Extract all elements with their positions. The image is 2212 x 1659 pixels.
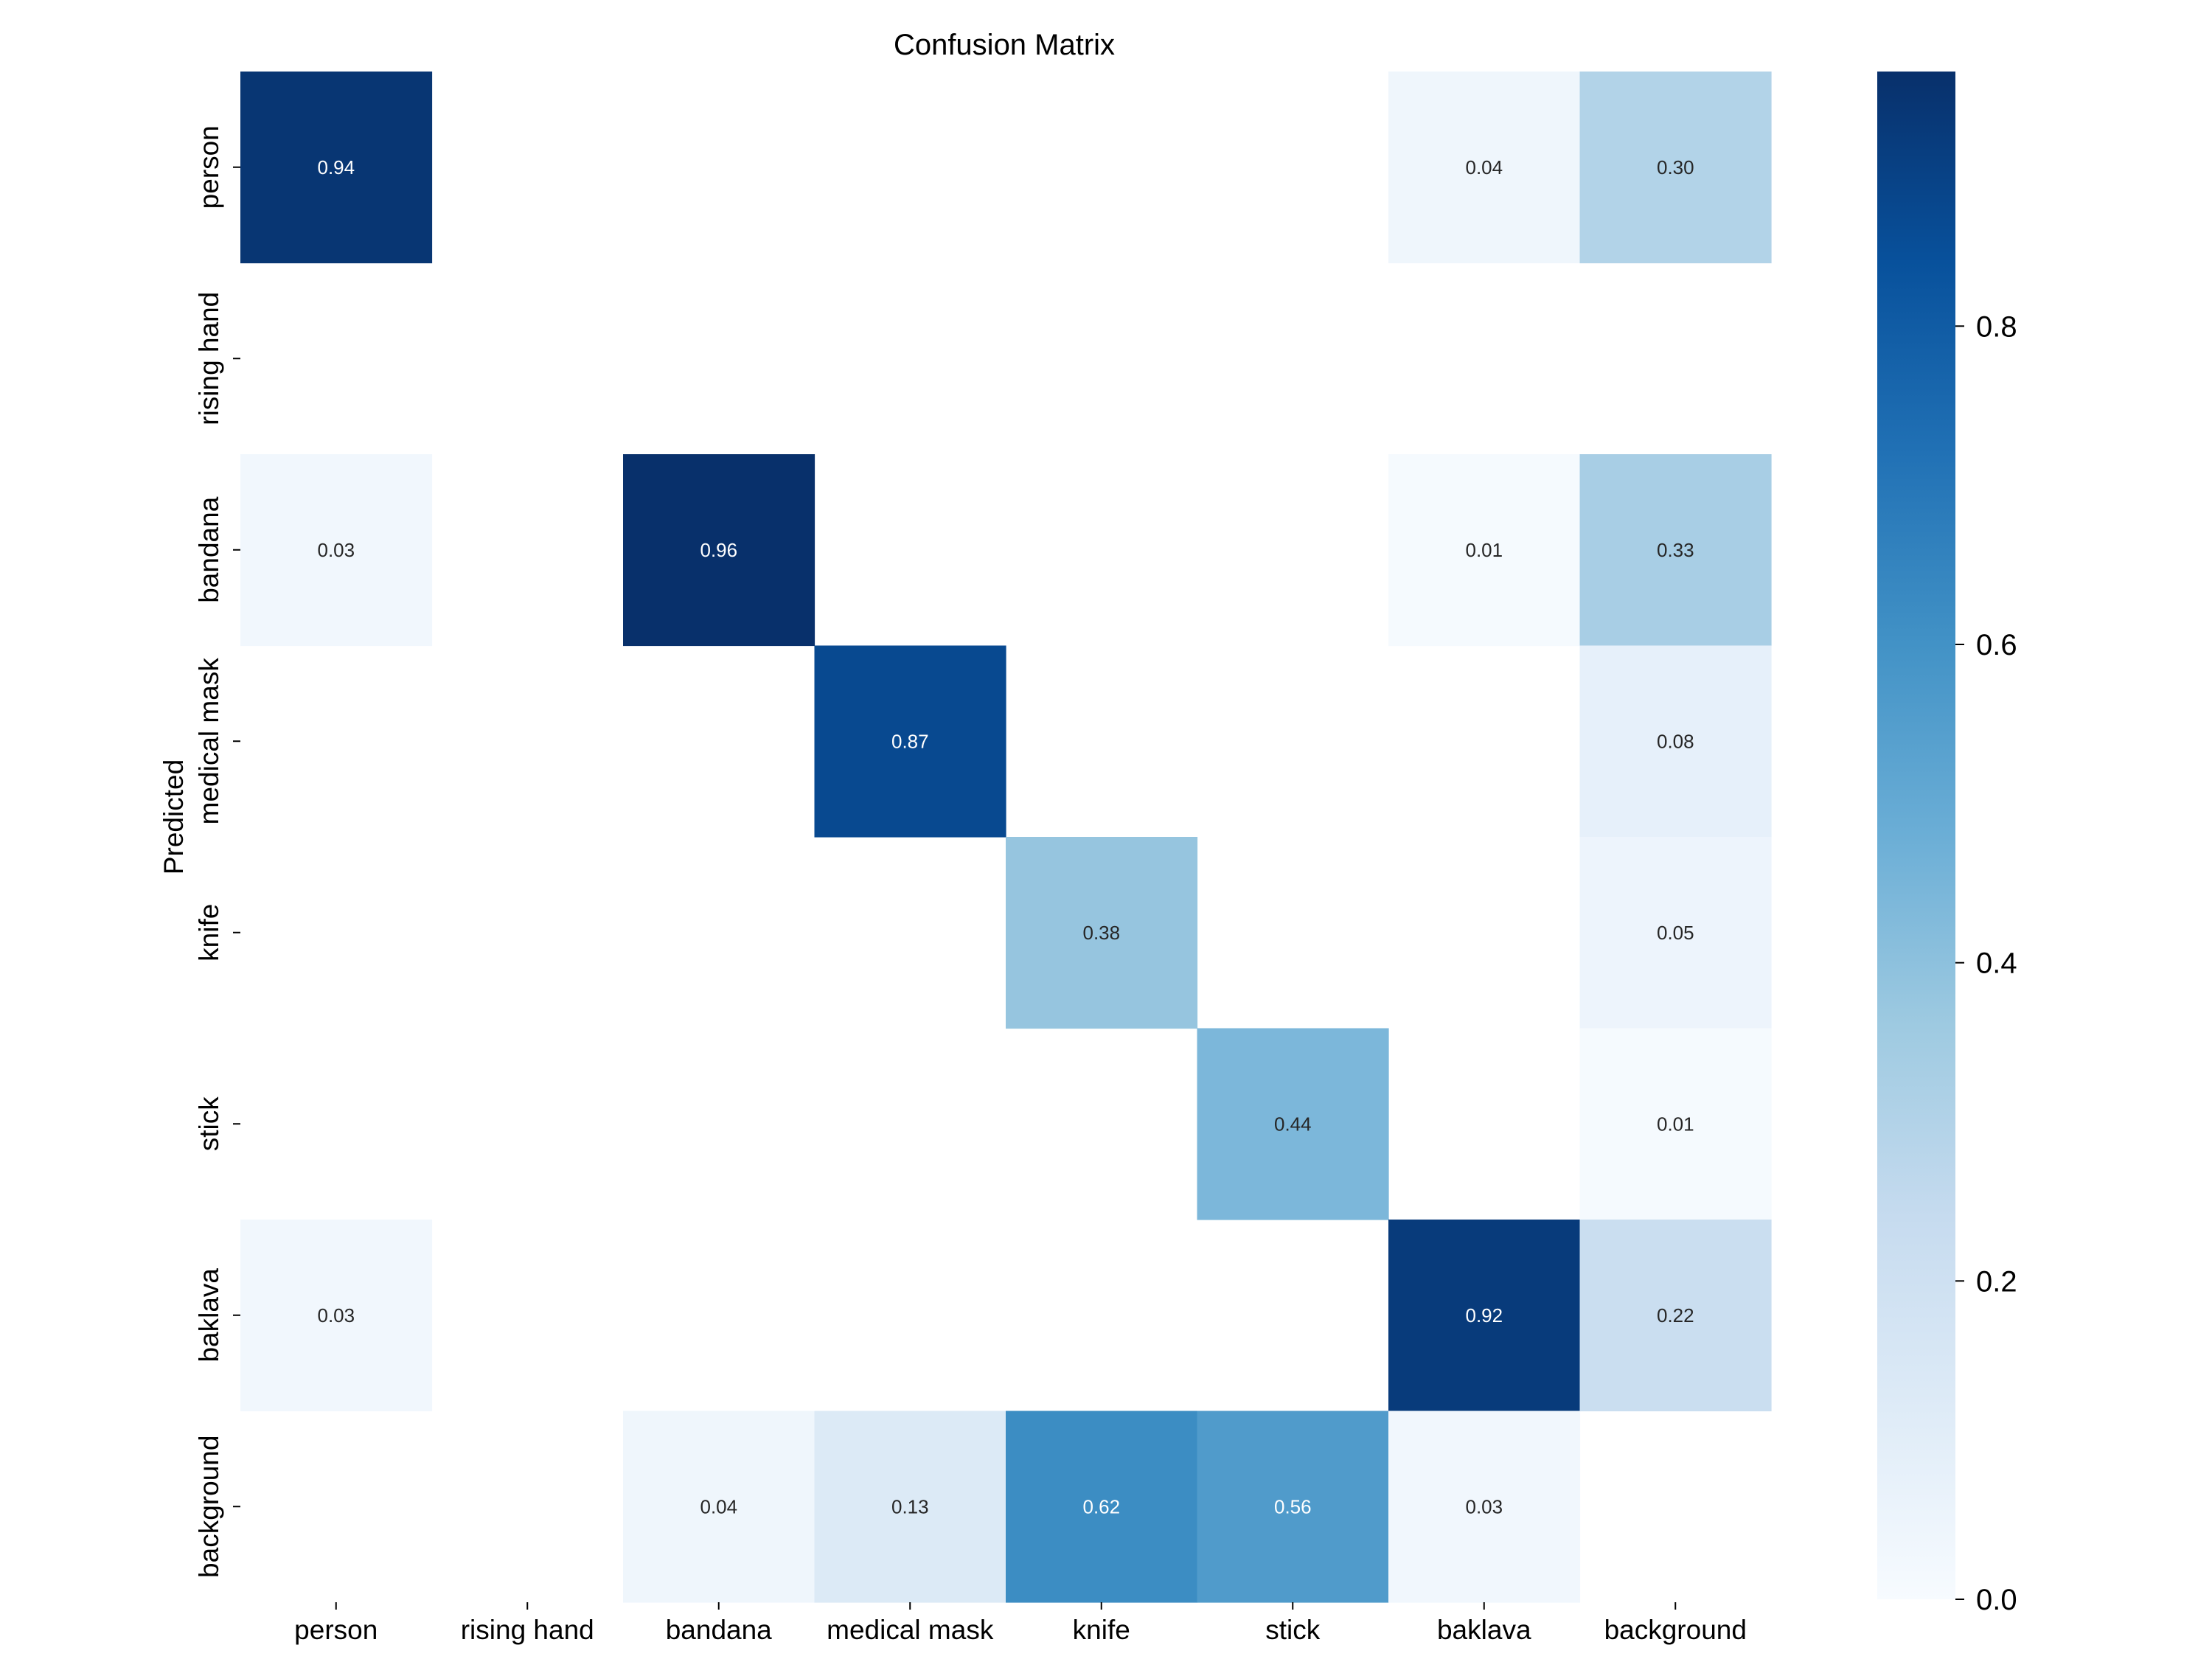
y-tick-label: knife xyxy=(194,904,224,961)
cell-value-label: 0.87 xyxy=(891,730,929,752)
y-tick-label: stick xyxy=(194,1096,224,1152)
cell-value-label: 0.96 xyxy=(700,539,737,561)
colorbar-ticks: 0.0 0.2 0.4 0.6 0.8 xyxy=(1955,310,2017,1616)
heatmap-cell xyxy=(1006,837,1198,1029)
x-tick-label: stick xyxy=(1265,1615,1321,1645)
heatmap-cell xyxy=(240,72,433,264)
cell-value-label: 0.04 xyxy=(700,1495,737,1517)
cell-value-label: 0.03 xyxy=(1465,1495,1503,1517)
heatmap-cell xyxy=(1388,454,1581,647)
x-axis-ticks: person rising hand bandana medical mask knif… xyxy=(294,1602,1747,1645)
heatmap-cell xyxy=(1197,1028,1389,1220)
heatmap-cell-labels: 0.94 0.04 0.30 0.03 0.96 0.01 0.33 0.87 0.08 0.38… xyxy=(317,156,1694,1518)
y-axis-ticks: person rising hand bandana medical mask knif… xyxy=(194,125,240,1578)
colorbar-tick-label: 0.4 xyxy=(1976,947,2017,980)
y-tick-label: rising hand xyxy=(194,292,224,425)
cell-value-label: 0.94 xyxy=(317,156,355,178)
heatmap-cell xyxy=(240,1220,433,1412)
heatmap-cell xyxy=(1579,72,1772,264)
y-tick-label: background xyxy=(194,1436,224,1578)
heatmap-cell xyxy=(1579,645,1772,838)
heatmap-cell xyxy=(1388,72,1581,264)
heatmap-cell xyxy=(1388,1411,1581,1603)
heatmap-cell xyxy=(814,1411,1006,1603)
x-tick-label: background xyxy=(1604,1615,1747,1645)
cell-value-label: 0.38 xyxy=(1082,922,1120,944)
cell-value-label: 0.04 xyxy=(1465,156,1503,178)
heatmap-cell xyxy=(1197,1411,1389,1603)
cell-value-label: 0.05 xyxy=(1657,922,1694,944)
cell-value-label: 0.01 xyxy=(1465,539,1503,561)
chart-title: Confusion Matrix xyxy=(894,29,1115,61)
cell-value-label: 0.92 xyxy=(1465,1304,1503,1326)
x-tick-label: bandana xyxy=(666,1615,772,1645)
y-tick-label: medical mask xyxy=(194,658,224,825)
heatmap-cell xyxy=(623,454,815,647)
heatmap-cell xyxy=(1579,837,1772,1029)
heatmap-cell xyxy=(814,645,1006,838)
heatmap-cell xyxy=(623,1411,815,1603)
heatmap-cell xyxy=(1579,1028,1772,1220)
x-tick-label: baklava xyxy=(1437,1615,1531,1645)
heatmap-cell xyxy=(240,454,433,647)
colorbar xyxy=(1877,72,1955,1599)
cell-value-label: 0.30 xyxy=(1657,156,1694,178)
x-tick-label: knife xyxy=(1073,1615,1130,1645)
cell-value-label: 0.62 xyxy=(1082,1495,1120,1517)
y-axis-label: Predicted xyxy=(159,759,189,874)
heatmap-cell xyxy=(1388,1220,1581,1412)
cell-value-label: 0.08 xyxy=(1657,730,1694,752)
colorbar-tick-label: 0.2 xyxy=(1976,1265,2017,1298)
x-tick-label: person xyxy=(294,1615,378,1645)
cell-value-label: 0.01 xyxy=(1657,1113,1694,1135)
y-tick-label: baklava xyxy=(194,1268,224,1363)
cell-value-label: 0.13 xyxy=(891,1495,929,1517)
heatmap-cells xyxy=(240,72,1772,1603)
colorbar-tick-label: 0.6 xyxy=(1976,629,2017,661)
colorbar-tick-label: 0.8 xyxy=(1976,310,2017,343)
x-tick-label: medical mask xyxy=(827,1615,994,1645)
heatmap-cell xyxy=(1579,1220,1772,1412)
cell-value-label: 0.03 xyxy=(317,539,355,561)
y-tick-label: bandana xyxy=(194,496,224,602)
cell-value-label: 0.56 xyxy=(1274,1495,1312,1517)
cell-value-label: 0.44 xyxy=(1274,1113,1312,1135)
heatmap-cell xyxy=(1006,1411,1198,1603)
y-tick-label: person xyxy=(194,125,224,209)
cell-value-label: 0.33 xyxy=(1657,539,1694,561)
colorbar-tick-label: 0.0 xyxy=(1976,1584,2017,1616)
cell-value-label: 0.22 xyxy=(1657,1304,1694,1326)
heatmap-cell xyxy=(1579,454,1772,647)
x-tick-label: rising hand xyxy=(461,1615,594,1645)
cell-value-label: 0.03 xyxy=(317,1304,355,1326)
